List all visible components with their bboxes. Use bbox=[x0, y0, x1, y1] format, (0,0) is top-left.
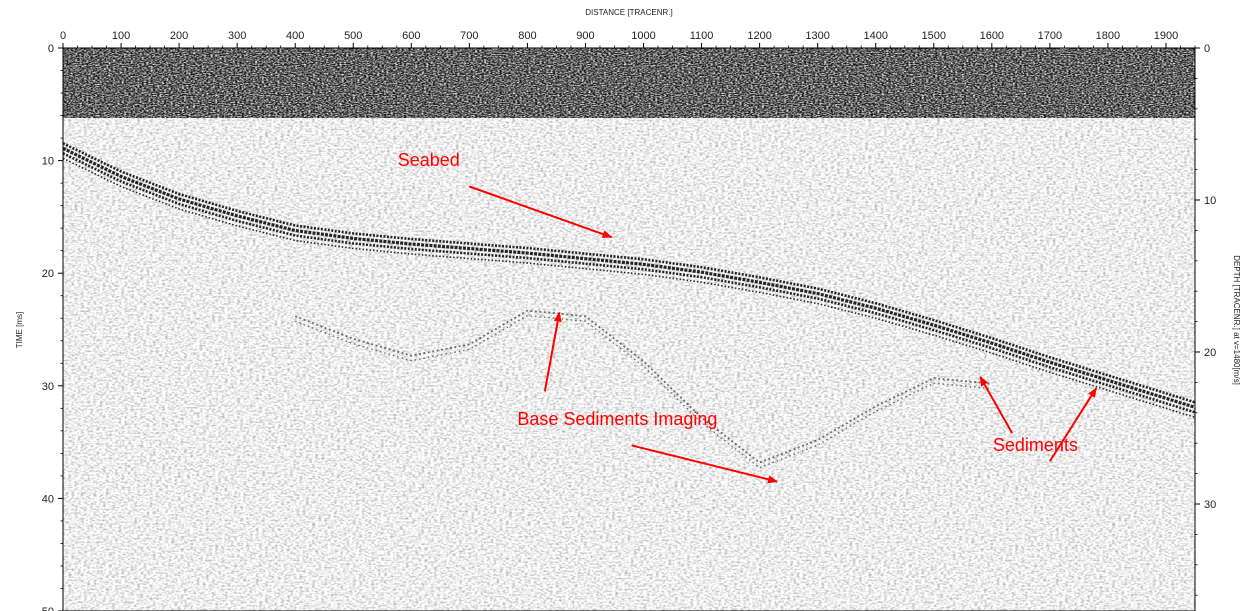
base-sediments-imaging-label: Base Sediments Imaging bbox=[517, 409, 717, 429]
base-sediments-reflector-line bbox=[294, 314, 992, 469]
y-tick-label: 40 bbox=[42, 493, 54, 505]
y-tick-label: 0 bbox=[48, 43, 54, 55]
x-tick-label: 1900 bbox=[1154, 30, 1178, 42]
x-tick-label: 1400 bbox=[863, 30, 887, 42]
plot-area bbox=[63, 48, 1195, 611]
x-tick-label: 200 bbox=[170, 30, 188, 42]
base-sediments-imaging-arrow bbox=[543, 311, 562, 392]
y-tick-label: 50 bbox=[42, 606, 54, 611]
seabed-reflector-line bbox=[63, 146, 1195, 409]
seabed-reflector-line bbox=[63, 152, 1195, 414]
seabed-reflector-line bbox=[63, 142, 1195, 404]
x-tick-label: 400 bbox=[286, 30, 304, 42]
y2-axis-title: DEPTH [TRACENR.] at v=1480[m/s] bbox=[1232, 255, 1241, 385]
x-tick-label: 1000 bbox=[631, 30, 655, 42]
y-tick-label: 10 bbox=[42, 156, 54, 168]
x-tick-label: 1200 bbox=[747, 30, 771, 42]
y-tick-label: 20 bbox=[42, 268, 54, 280]
x-axis: 0 100 200 300 400 500 600 700 800 900 1000 1100 1200… bbox=[60, 30, 1196, 48]
x-tick-label: 1300 bbox=[805, 30, 829, 42]
seabed-label: Seabed bbox=[398, 150, 460, 170]
y2-axis: 0 10 20 30 bbox=[1195, 43, 1216, 596]
x-tick-label: 300 bbox=[228, 30, 246, 42]
y-axis: 0 10 20 30 40 50 bbox=[42, 43, 63, 611]
y-tick-label: 30 bbox=[42, 381, 54, 393]
x-tick-label: 900 bbox=[576, 30, 594, 42]
x-tick-label: 0 bbox=[60, 30, 66, 42]
base-sediments-reflector-line bbox=[294, 309, 992, 464]
x-tick-label: 1100 bbox=[690, 30, 714, 42]
x-tick-label: 800 bbox=[518, 30, 536, 42]
seismic-trace-texture bbox=[63, 48, 1195, 611]
y2-tick-label: 30 bbox=[1204, 499, 1216, 511]
seabed-reflector-line bbox=[63, 157, 1195, 419]
sediments-arrow bbox=[1049, 387, 1098, 462]
x-tick-label: 1800 bbox=[1096, 30, 1120, 42]
y2-tick-label: 20 bbox=[1204, 347, 1216, 359]
y-axis-title: TIME [ms] bbox=[15, 312, 24, 348]
x-tick-label: 1600 bbox=[980, 30, 1004, 42]
direct-wave-band bbox=[63, 48, 1195, 118]
reflectors-group bbox=[63, 142, 1195, 469]
sediments-arrow bbox=[979, 375, 1014, 434]
x-tick-label: 700 bbox=[460, 30, 478, 42]
x-tick-label: 600 bbox=[402, 30, 420, 42]
x-tick-label: 1700 bbox=[1038, 30, 1062, 42]
x-tick-label: 100 bbox=[112, 30, 130, 42]
seabed-arrow bbox=[469, 185, 613, 239]
y2-tick-label: 0 bbox=[1204, 43, 1210, 55]
y2-tick-label: 10 bbox=[1204, 195, 1216, 207]
x-axis-title: DISTANCE [TRACENR.] bbox=[585, 8, 672, 17]
base-sediments-imaging-arrow bbox=[631, 444, 779, 484]
x-tick-label: 500 bbox=[344, 30, 362, 42]
x-tick-label: 1500 bbox=[922, 30, 946, 42]
